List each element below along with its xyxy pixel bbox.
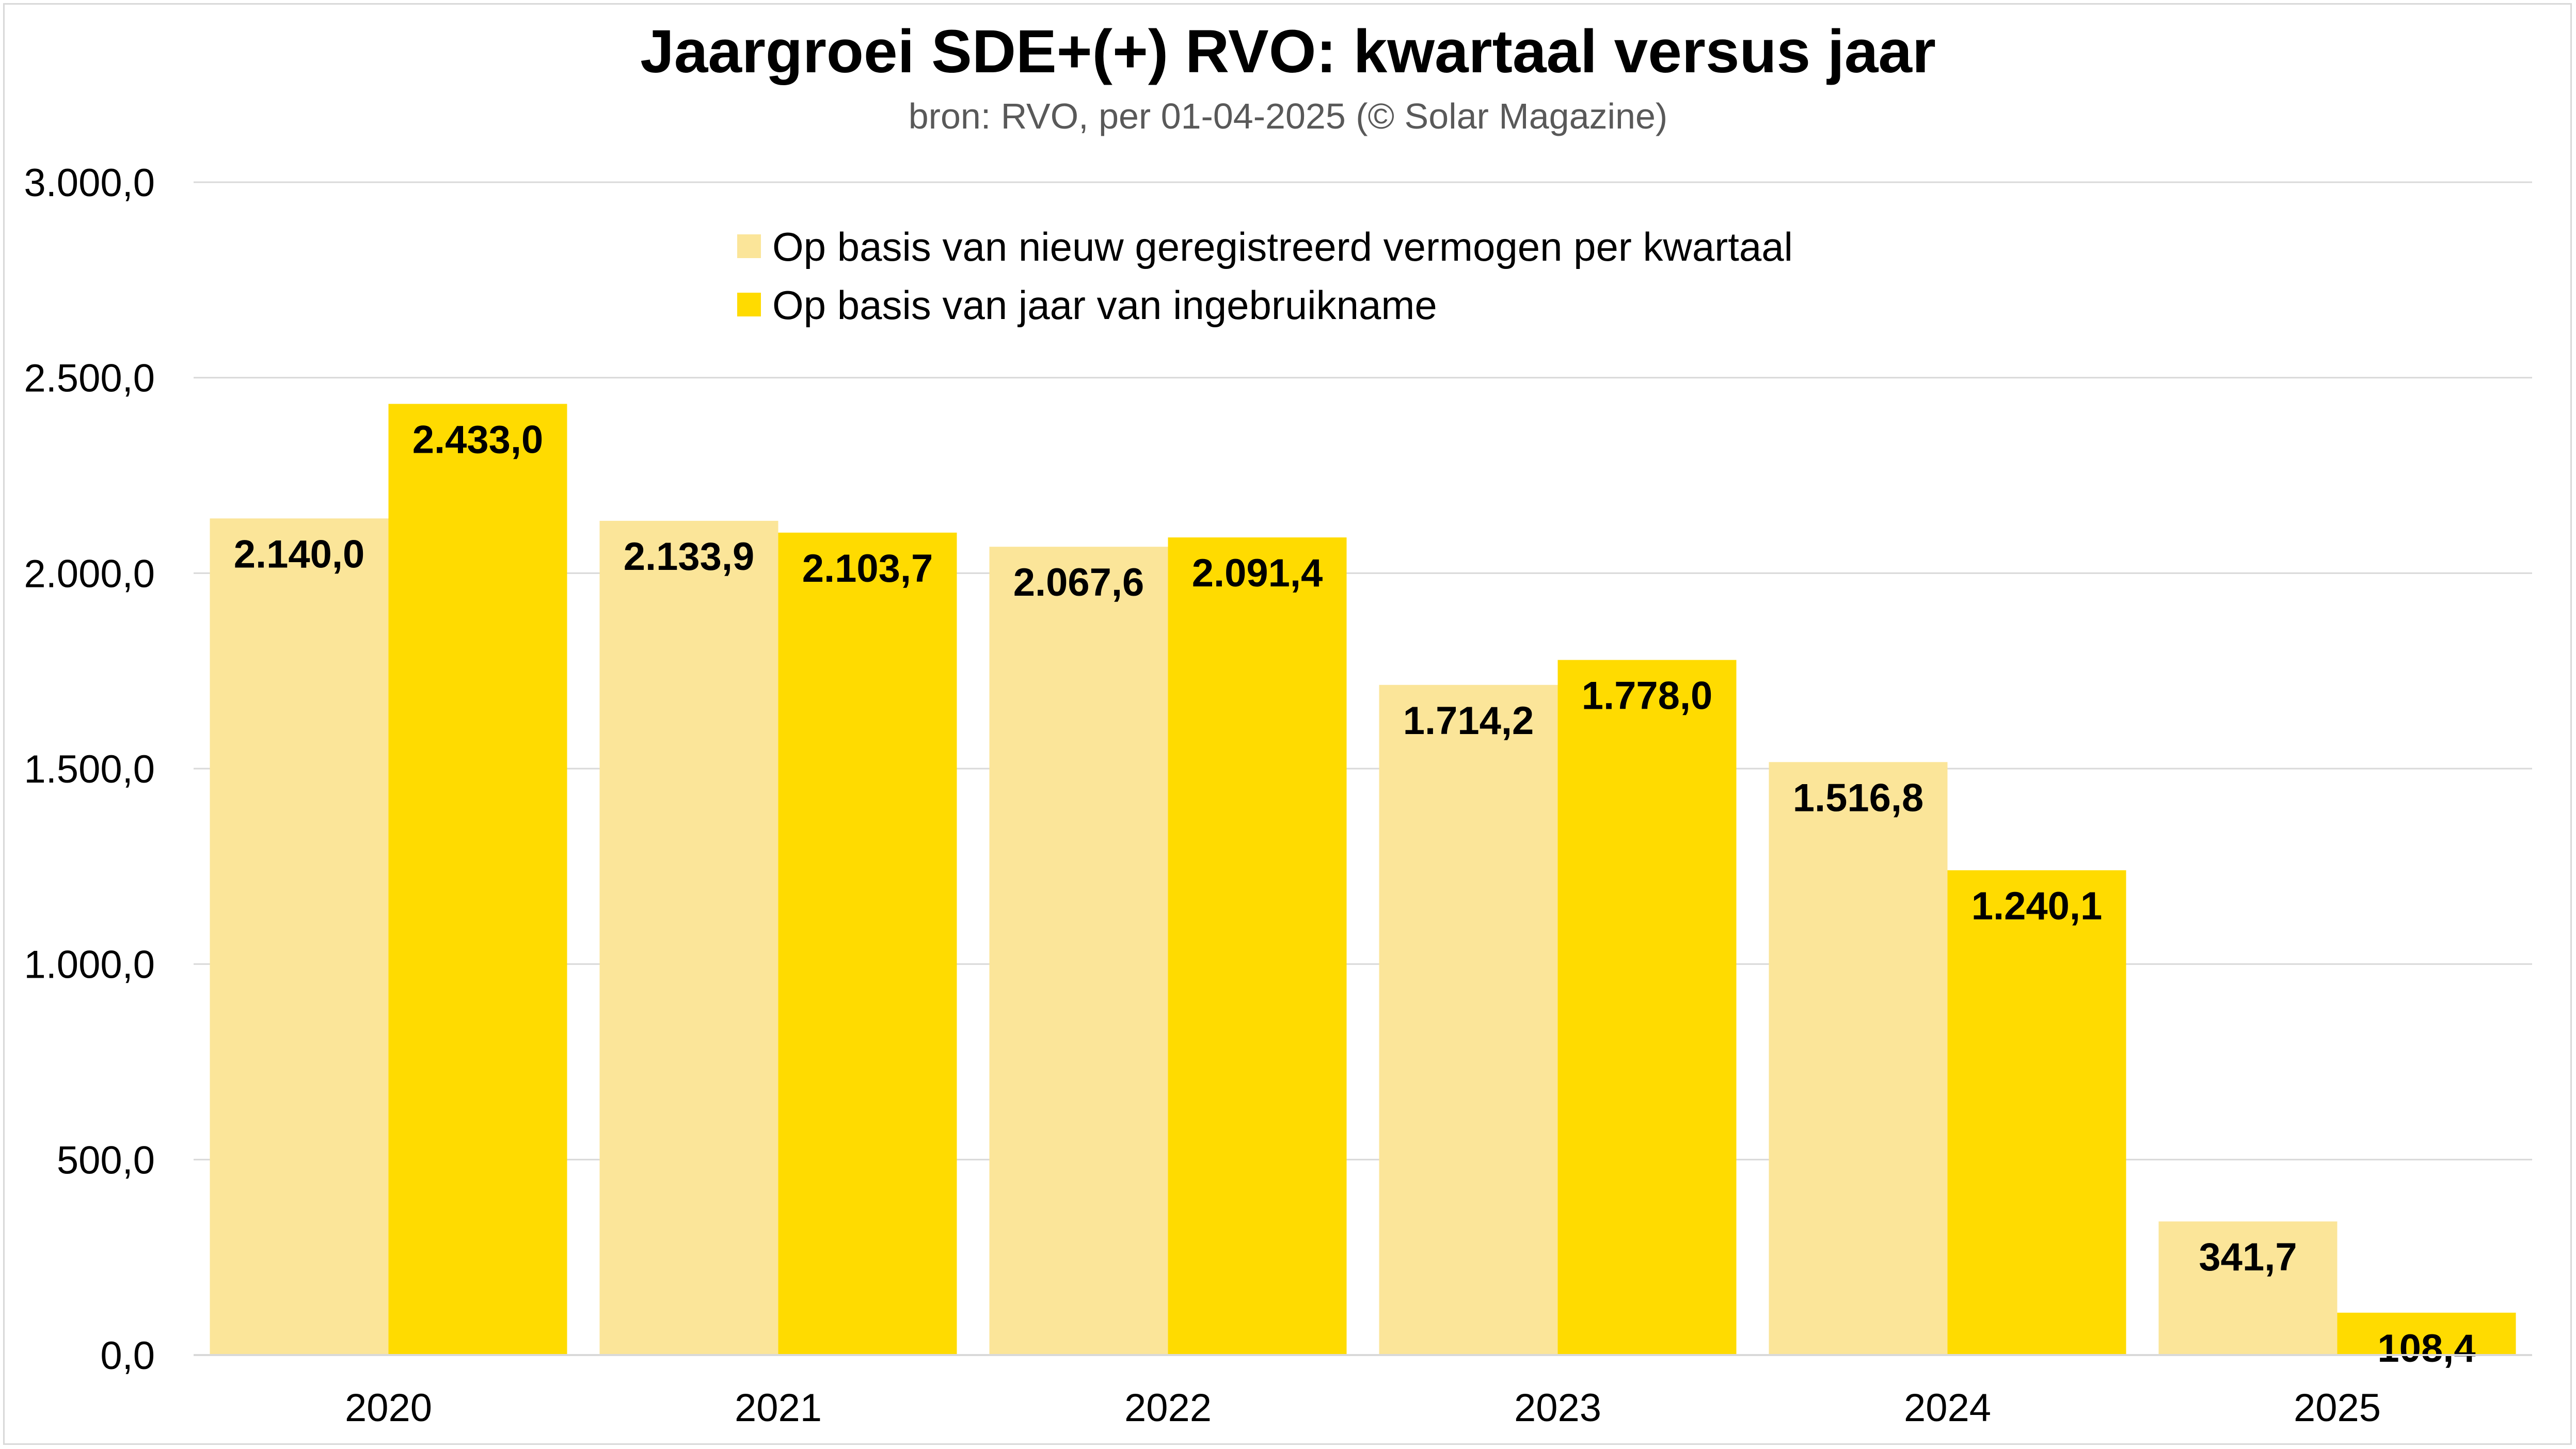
bar-kwartaal xyxy=(1379,684,1558,1355)
bar-ingebruikname xyxy=(1947,870,2126,1355)
x-tick-label: 2022 xyxy=(1124,1386,1212,1430)
data-label: 2.433,0 xyxy=(412,418,544,461)
y-tick-label: 1.000,0 xyxy=(24,943,155,987)
data-label: 2.091,4 xyxy=(1192,551,1323,595)
legend-label: Op basis van jaar van ingebruikname xyxy=(772,282,1437,328)
bar-ingebruikname xyxy=(1557,660,1737,1355)
bar-kwartaal xyxy=(210,518,389,1355)
data-label: 2.133,9 xyxy=(624,535,755,579)
bar-ingebruikname xyxy=(2337,1312,2516,1355)
x-tick-label: 2025 xyxy=(2294,1386,2381,1430)
data-label: 1.240,1 xyxy=(1971,884,2103,928)
legend-label: Op basis van nieuw geregistreerd vermoge… xyxy=(772,224,1793,269)
x-tick-label: 2021 xyxy=(735,1386,822,1430)
data-label: 1.516,8 xyxy=(1793,776,1924,820)
bar-kwartaal xyxy=(1769,762,1948,1355)
y-tick-label: 500,0 xyxy=(57,1138,155,1182)
bar-ingebruikname xyxy=(388,404,567,1356)
data-label: 2.067,6 xyxy=(1013,561,1144,604)
y-tick-label: 3.000,0 xyxy=(24,161,155,205)
data-label: 2.103,7 xyxy=(802,547,933,591)
x-tick-label: 2024 xyxy=(1904,1386,1991,1430)
data-label: 341,7 xyxy=(2199,1235,2297,1279)
chart-subtitle: bron: RVO, per 01-04-2025 (© Solar Magaz… xyxy=(908,96,1668,136)
data-label: 1.714,2 xyxy=(1403,699,1534,743)
data-label: 108,4 xyxy=(2377,1327,2475,1371)
y-tick-label: 1.500,0 xyxy=(24,747,155,791)
bar-ingebruikname xyxy=(1168,537,1347,1355)
x-tick-label: 2020 xyxy=(345,1386,432,1430)
y-tick-label: 0,0 xyxy=(100,1334,155,1378)
legend-swatch xyxy=(737,234,761,258)
x-tick-label: 2023 xyxy=(1514,1386,1601,1430)
y-tick-label: 2.500,0 xyxy=(24,357,155,401)
legend-swatch xyxy=(737,293,761,316)
data-label: 1.778,0 xyxy=(1582,674,1713,718)
chart-title: Jaargroei SDE+(+) RVO: kwartaal versus j… xyxy=(640,18,1936,86)
bar-kwartaal xyxy=(2158,1221,2338,1355)
bar-kwartaal xyxy=(599,520,778,1355)
bar-kwartaal xyxy=(989,547,1168,1355)
bar-ingebruikname xyxy=(778,532,957,1355)
y-tick-label: 2.000,0 xyxy=(24,552,155,596)
chart-frame xyxy=(3,3,2572,1445)
data-label: 2.140,0 xyxy=(234,532,365,576)
